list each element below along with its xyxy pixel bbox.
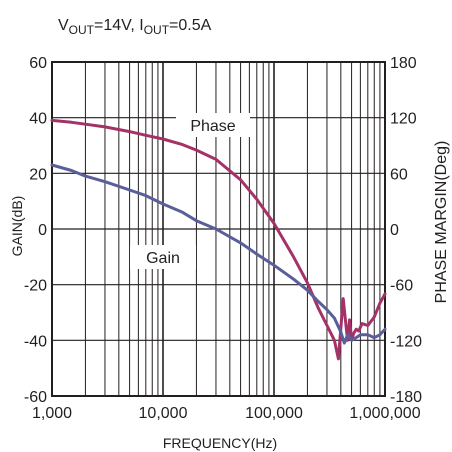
x-tick-label: 1,000 [32, 405, 72, 422]
x-tick-labels: 1,000 10,000 100,000 1,000,000 [32, 405, 421, 422]
gain-series-label: Gain [146, 250, 180, 267]
x-tick-label: 10,000 [139, 405, 188, 422]
y-left-tick-label: 60 [29, 55, 47, 72]
y-right-tick-label: -180 [390, 389, 422, 406]
y-left-tick-label: 20 [29, 166, 47, 183]
y-right-axis-label: PHASE MARGIN(Deg) [433, 141, 450, 304]
y-left-tick-label: -20 [24, 278, 47, 295]
y-right-tick-label: 60 [390, 166, 408, 183]
x-axis-label: FREQUENCY(Hz) [163, 435, 277, 451]
phase-series-label: Phase [190, 118, 235, 135]
y-left-tick-label: 40 [29, 111, 47, 128]
y-right-tick-label: -120 [390, 333, 422, 350]
y-left-tick-label: 0 [38, 222, 47, 239]
y-left-tick-labels: 60 40 20 0 -20 -40 -60 [24, 55, 47, 406]
y-left-tick-label: -60 [24, 389, 47, 406]
y-left-tick-label: -40 [24, 333, 47, 350]
y-right-tick-label: 180 [390, 55, 417, 72]
y-right-tick-label: 120 [390, 111, 417, 128]
y-right-tick-label: -60 [390, 278, 413, 295]
operating-condition-title: VOUT=14V, IOUT=0.5A [58, 17, 212, 37]
gain-label-group: Gain [130, 245, 196, 269]
series-layer [50, 118, 387, 361]
y-right-tick-label: 0 [390, 222, 399, 239]
gain-series-line [50, 163, 387, 345]
phase-series-line [50, 118, 387, 361]
plot-frame [51, 61, 386, 397]
x-tick-label: 100,000 [245, 405, 303, 422]
x-tick-label: 1,000,000 [349, 405, 420, 422]
y-right-tick-labels: 180 120 60 0 -60 -120 -180 [390, 55, 422, 406]
phase-label-group: Phase [176, 113, 250, 137]
y-left-axis-label: GAIN(dB) [9, 196, 25, 257]
